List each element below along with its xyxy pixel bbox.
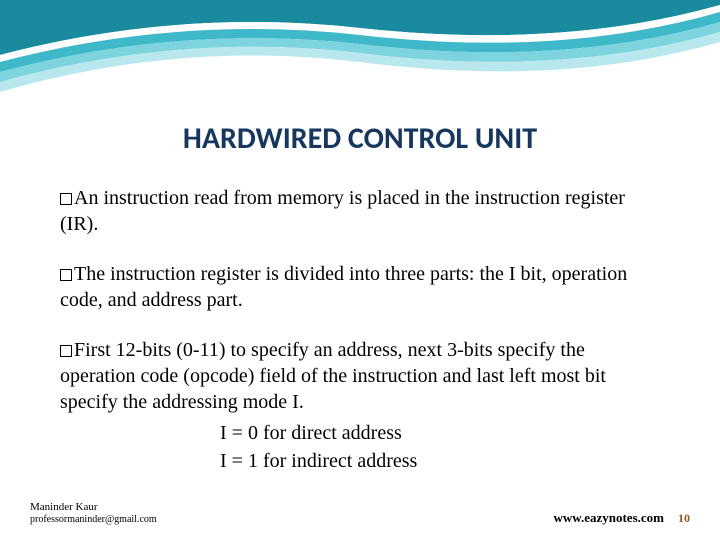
bullet-2: The instruction register is divided into… <box>60 261 660 313</box>
header-wave-decoration <box>0 0 720 110</box>
bullet-2-text: The instruction register is divided into… <box>60 263 627 311</box>
bullet-3-text: First 12-bits (0-11) to specify an addre… <box>60 339 606 413</box>
footer-author-block: Maninder Kaur professormaninder@gmail.co… <box>30 501 157 526</box>
wave-svg <box>0 0 720 110</box>
bullet-1-text: An instruction read from memory is place… <box>60 187 625 235</box>
bullet-3-sublines: I = 0 for direct address I = 1 for indir… <box>220 419 660 475</box>
footer-author-email: professormaninder@gmail.com <box>30 514 157 526</box>
subline-1: I = 0 for direct address <box>220 419 660 447</box>
bullet-1: An instruction read from memory is place… <box>60 185 660 237</box>
bullet-3: First 12-bits (0-11) to specify an addre… <box>60 337 660 475</box>
slide-title: HARDWIRED CONTROL UNIT <box>60 120 660 157</box>
slide-content: HARDWIRED CONTROL UNIT An instruction re… <box>60 120 660 499</box>
bullet-marker-icon <box>60 269 72 281</box>
footer-page-number: 10 <box>678 511 690 526</box>
slide-footer: Maninder Kaur professormaninder@gmail.co… <box>30 501 690 526</box>
footer-right-block: www.eazynotes.com 10 <box>554 510 690 526</box>
subline-2: I = 1 for indirect address <box>220 447 660 475</box>
bullet-marker-icon <box>60 345 72 357</box>
footer-author-name: Maninder Kaur <box>30 501 157 514</box>
footer-url: www.eazynotes.com <box>554 510 664 526</box>
bullet-marker-icon <box>60 193 72 205</box>
